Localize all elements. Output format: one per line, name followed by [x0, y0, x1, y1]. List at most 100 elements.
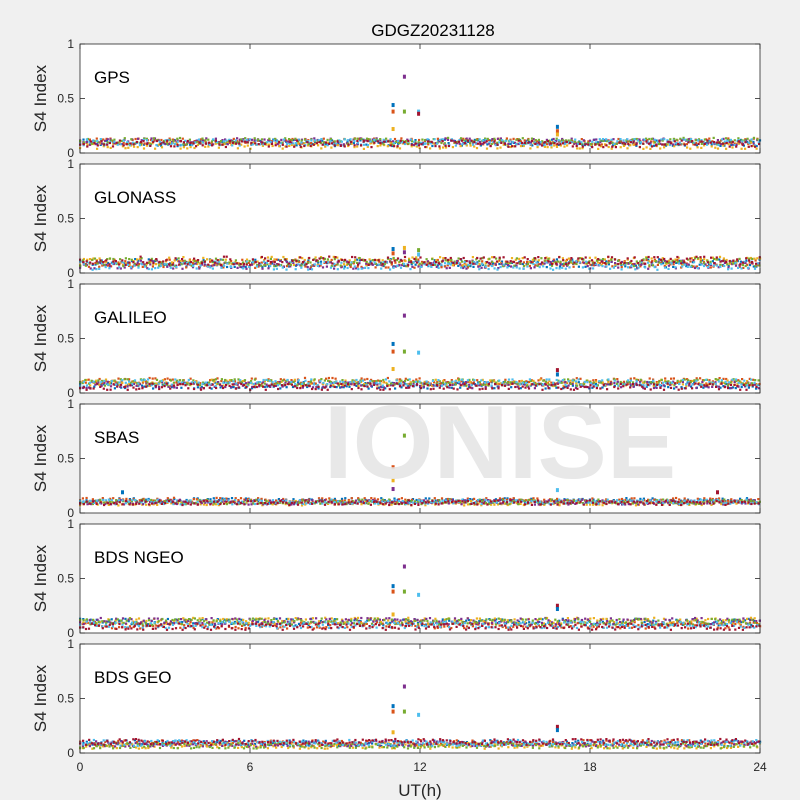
data-point: [325, 377, 328, 380]
data-point: [386, 376, 389, 380]
data-point: [165, 140, 169, 144]
data-point: [642, 381, 645, 384]
data-point: [709, 262, 712, 265]
data-point: [748, 257, 751, 260]
data-point: [99, 385, 102, 388]
data-point: [514, 258, 517, 261]
data-point: [740, 383, 743, 386]
data-point: [517, 387, 520, 390]
data-point: [312, 383, 316, 386]
data-point: [752, 265, 755, 268]
data-point: [444, 259, 447, 262]
data-point: [109, 388, 112, 391]
data-point: [333, 140, 336, 143]
data-point: [525, 380, 528, 383]
data-point: [725, 258, 728, 262]
data-point: [536, 143, 539, 146]
data-point: [725, 142, 728, 145]
data-point: [254, 382, 257, 385]
data-point: [218, 143, 221, 146]
data-point: [82, 257, 85, 261]
data-point: [660, 378, 663, 381]
data-point: [106, 258, 109, 261]
data-point: [392, 266, 395, 269]
data-point: [409, 381, 412, 384]
data-point: [721, 497, 724, 500]
data-point: [733, 380, 736, 384]
data-point: [700, 263, 703, 266]
data-point: [386, 383, 389, 386]
data-point: [639, 141, 642, 144]
data-point: [722, 259, 725, 262]
data-point: [314, 141, 317, 144]
data-point: [222, 386, 225, 390]
data-point: [237, 386, 240, 389]
data-point: [592, 138, 595, 141]
data-point: [533, 266, 536, 269]
data-point: [314, 139, 317, 142]
data-point: [660, 138, 663, 141]
data-point: [613, 378, 616, 381]
data-point: [624, 265, 627, 268]
data-point: [277, 498, 280, 501]
data-point: [687, 379, 690, 382]
data-point: [448, 266, 451, 269]
data-point: [561, 139, 564, 142]
data-point: [93, 385, 96, 388]
data-point: [616, 382, 619, 385]
data-point: [192, 262, 195, 265]
data-point: [82, 386, 85, 389]
data-point: [300, 266, 303, 269]
data-point: [221, 143, 224, 146]
data-point: [678, 381, 681, 384]
data-point: [182, 256, 185, 259]
data-point: [277, 384, 280, 387]
data-point: [672, 497, 675, 500]
data-point: [675, 496, 678, 500]
data-point: [308, 256, 311, 260]
data-point: [564, 260, 567, 263]
data-point: [518, 138, 521, 141]
data-point: [602, 139, 605, 142]
data-point: [444, 265, 447, 268]
data-point: [198, 384, 202, 387]
data-point: [85, 499, 88, 502]
data-point: [724, 137, 728, 140]
data-point: [482, 141, 485, 144]
data-point: [156, 144, 159, 147]
data-point: [409, 499, 412, 503]
data-point: [213, 380, 216, 383]
data-point: [662, 384, 665, 387]
data-point: [652, 384, 655, 387]
data-point: [678, 498, 681, 501]
data-point: [383, 140, 386, 143]
data-point: [199, 138, 202, 141]
data-point: [294, 137, 297, 140]
data-point: [703, 138, 706, 141]
data-point: [633, 377, 636, 380]
data-point: [170, 383, 173, 386]
data-point: [297, 142, 300, 145]
data-point: [601, 258, 605, 261]
data-point: [733, 142, 737, 145]
data-point: [426, 387, 429, 390]
data-point: [268, 379, 271, 383]
data-point: [314, 388, 317, 391]
data-point: [711, 383, 714, 386]
data-point: [657, 142, 660, 146]
data-point: [557, 143, 560, 146]
data-point: [460, 266, 463, 269]
data-point: [688, 384, 691, 387]
data-point: [378, 382, 381, 385]
data-point: [128, 144, 132, 147]
data-point: [689, 260, 692, 263]
data-point: [508, 383, 511, 386]
data-point: [725, 382, 728, 385]
data-point: [171, 138, 174, 141]
data-point: [472, 262, 475, 265]
data-point: [511, 382, 514, 385]
data-point: [582, 261, 585, 264]
data-point: [293, 378, 296, 381]
data-point: [376, 387, 379, 390]
